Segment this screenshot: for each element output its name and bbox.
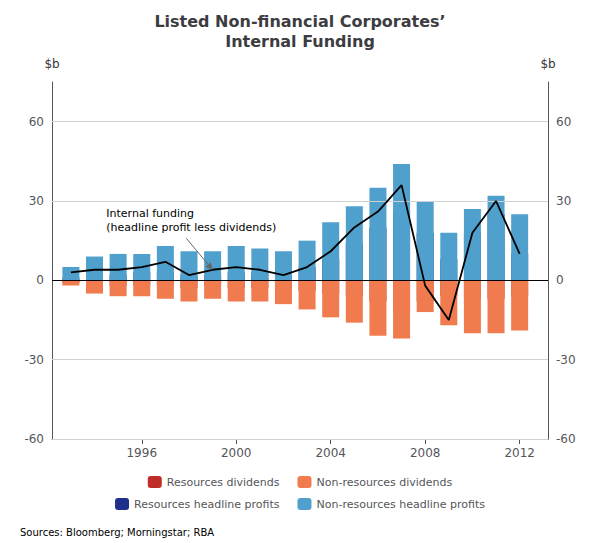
svg-text:-60: -60: [24, 432, 44, 446]
svg-text:2008: 2008: [410, 446, 441, 460]
svg-text:1996: 1996: [126, 446, 157, 460]
svg-text:0: 0: [556, 273, 564, 287]
svg-text:60: 60: [556, 115, 571, 129]
svg-text:30: 30: [29, 194, 44, 208]
svg-text:$b: $b: [540, 57, 555, 71]
svg-text:-60: -60: [556, 432, 576, 446]
svg-text:$b: $b: [44, 57, 59, 71]
svg-text:2000: 2000: [221, 446, 252, 460]
svg-text:(headline profit less dividend: (headline profit less dividends): [106, 221, 276, 234]
svg-text:-30: -30: [24, 353, 44, 367]
svg-text:Internal funding: Internal funding: [106, 207, 194, 220]
svg-text:Resources headline profits: Resources headline profits: [134, 498, 280, 511]
svg-text:2012: 2012: [504, 446, 535, 460]
svg-text:Internal Funding: Internal Funding: [225, 32, 375, 51]
svg-text:Listed Non-financial Corporate: Listed Non-financial Corporates’: [154, 12, 445, 31]
svg-text:2004: 2004: [315, 446, 346, 460]
svg-text:Sources: Bloomberg; Morningsta: Sources: Bloomberg; Morningstar; RBA: [20, 527, 214, 538]
svg-text:Non-resources headline profits: Non-resources headline profits: [316, 498, 485, 511]
svg-text:30: 30: [556, 194, 571, 208]
svg-text:-30: -30: [556, 353, 576, 367]
svg-text:60: 60: [29, 115, 44, 129]
svg-text:Resources dividends: Resources dividends: [167, 476, 280, 489]
svg-text:Non-resources dividends: Non-resources dividends: [316, 476, 452, 489]
svg-text:0: 0: [36, 273, 44, 287]
